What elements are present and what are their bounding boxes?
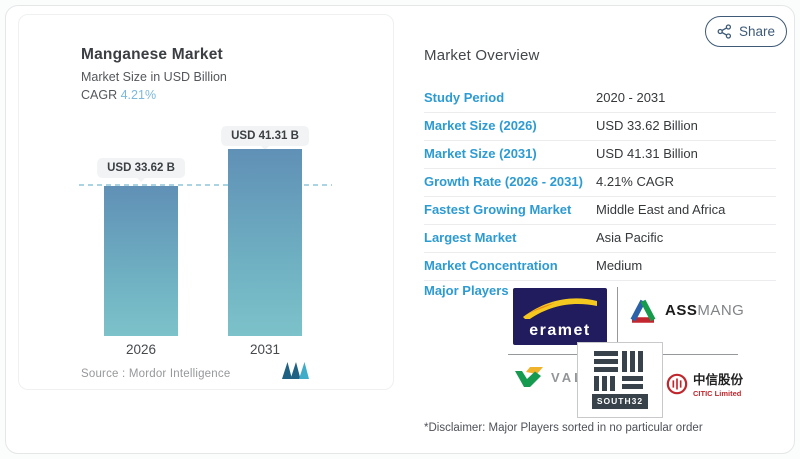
mordor-intelligence-logo <box>282 362 309 379</box>
share-button[interactable]: Share <box>705 16 787 47</box>
players-vertical-divider <box>617 287 618 352</box>
row-label: Fastest Growing Market <box>424 202 572 217</box>
row-label: Market Concentration <box>424 258 558 273</box>
south32-bars-icon <box>594 351 643 391</box>
row-value: 2020 - 2031 <box>596 90 666 105</box>
row-market-concentration: Market Concentration Medium <box>424 253 776 281</box>
cagr-value: 4.21% <box>120 88 157 102</box>
overview-table: Study Period 2020 - 2031 Market Size (20… <box>424 85 776 281</box>
row-market-size-2026: Market Size (2026) USD 33.62 Billion <box>424 113 776 141</box>
eramet-wordmark: eramet <box>529 322 591 339</box>
row-value: Asia Pacific <box>596 230 664 245</box>
citic-wordmark: 中信股份 CITIC Limited <box>693 369 743 398</box>
row-value: Medium <box>596 258 643 273</box>
chart-subtitle: Market Size in USD Billion <box>81 70 227 84</box>
row-fastest-growing-market: Fastest Growing Market Middle East and A… <box>424 197 776 225</box>
major-players-label: Major Players <box>424 283 509 298</box>
chart-cagr-line: CAGR 4.21% <box>81 88 227 102</box>
share-icon <box>717 24 732 39</box>
assmang-wordmark: ASSMANG <box>665 302 744 319</box>
overview-title: Market Overview <box>424 47 540 64</box>
row-label: Market Size (2031) <box>424 146 537 161</box>
row-market-size-2031: Market Size (2031) USD 41.31 Billion <box>424 141 776 169</box>
row-growth-rate: Growth Rate (2026 - 2031) 4.21% CAGR <box>424 169 776 197</box>
row-value: USD 33.62 Billion <box>596 118 698 133</box>
eramet-logo: eramet <box>513 288 607 345</box>
bar-2031 <box>228 149 302 336</box>
share-label: Share <box>738 24 776 39</box>
bar-2026 <box>104 186 178 336</box>
reference-dashed-line <box>79 184 332 186</box>
south32-wordmark: SOUTH32 <box>592 394 648 409</box>
row-label: Market Size (2026) <box>424 118 537 133</box>
disclaimer-text: *Disclaimer: Major Players sorted in no … <box>424 422 703 434</box>
cagr-label: CAGR <box>81 88 118 102</box>
row-label: Growth Rate (2026 - 2031) <box>424 174 583 189</box>
assmang-logo: ASSMANG <box>627 296 744 324</box>
chart-card: Manganese Market Market Size in USD Bill… <box>18 14 394 390</box>
row-label: Largest Market <box>424 230 517 245</box>
assmang-light: MANG <box>697 301 745 319</box>
assmang-bold: ASS <box>665 301 698 319</box>
bar-value-label-2026: USD 33.62 B <box>97 158 185 182</box>
citic-logo: 中信股份 CITIC Limited <box>666 369 743 398</box>
row-value: Middle East and Africa <box>596 202 726 217</box>
vale-v-icon <box>515 367 543 387</box>
row-value: 4.21% CAGR <box>596 174 675 189</box>
bar-value-label-2031: USD 41.31 B <box>221 126 309 150</box>
chart-title: Manganese Market <box>81 46 223 63</box>
citic-circle-icon <box>666 373 688 394</box>
citic-chinese-name: 中信股份 <box>693 373 744 387</box>
source-text: Source : Mordor Intelligence <box>81 368 231 380</box>
assmang-triangle-icon <box>630 299 656 323</box>
axis-label-2031: 2031 <box>249 342 281 357</box>
row-largest-market: Largest Market Asia Pacific <box>424 225 776 253</box>
row-value: USD 41.31 Billion <box>596 146 698 161</box>
row-label: Study Period <box>424 90 505 105</box>
chart-header: Manganese Market Market Size in USD Bill… <box>81 46 227 102</box>
row-study-period: Study Period 2020 - 2031 <box>424 85 776 113</box>
citic-english-name: CITIC Limited <box>693 389 742 398</box>
eramet-swoosh-icon <box>523 298 597 319</box>
south32-logo: SOUTH32 <box>577 342 663 418</box>
axis-label-2026: 2026 <box>125 342 157 357</box>
